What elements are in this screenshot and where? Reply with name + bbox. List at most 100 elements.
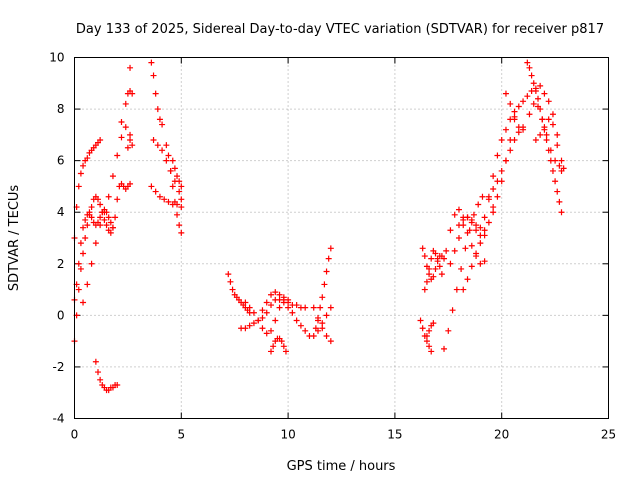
data-point	[178, 183, 185, 190]
data-point	[159, 147, 166, 154]
data-point	[543, 131, 550, 138]
data-point	[80, 250, 87, 257]
data-point	[494, 193, 501, 200]
data-point	[481, 227, 488, 234]
data-point	[532, 137, 539, 144]
data-point	[554, 142, 561, 149]
data-point	[530, 80, 537, 87]
series-arc-4e	[259, 289, 292, 314]
data-point	[468, 242, 475, 249]
series-arc-9b	[526, 100, 567, 172]
data-point	[507, 100, 514, 107]
data-point	[88, 260, 95, 267]
data-point	[524, 93, 531, 100]
data-point	[165, 198, 172, 205]
data-point	[556, 162, 563, 169]
data-point	[268, 348, 275, 355]
data-point	[528, 72, 535, 79]
data-point	[268, 302, 275, 309]
data-point	[246, 304, 253, 311]
data-point	[80, 299, 87, 306]
series-arc-9d	[541, 90, 565, 164]
data-point	[552, 178, 559, 185]
data-point	[481, 232, 488, 239]
data-point	[259, 325, 266, 332]
data-point	[118, 118, 125, 125]
data-point	[84, 281, 91, 288]
data-point	[310, 304, 317, 311]
data-point	[447, 260, 454, 267]
data-point	[526, 64, 533, 71]
x-tick-labels: 0 5 10 15 20 25	[71, 428, 616, 442]
data-point	[227, 278, 234, 285]
data-point	[105, 193, 112, 200]
data-point	[494, 152, 501, 159]
data-point	[263, 309, 270, 316]
series-arc-7b	[443, 206, 488, 267]
data-point	[327, 245, 334, 252]
data-point	[449, 307, 456, 314]
data-point	[479, 193, 486, 200]
data-point	[475, 201, 482, 208]
data-point	[419, 325, 426, 332]
data-point	[453, 286, 460, 293]
data-point	[558, 157, 565, 164]
data-point	[109, 224, 116, 231]
data-point	[154, 142, 161, 149]
data-point	[464, 276, 471, 283]
data-point	[319, 325, 326, 332]
series-arc-8c	[490, 116, 518, 211]
data-point	[150, 137, 157, 144]
data-point	[430, 320, 437, 327]
data-point	[541, 90, 548, 97]
data-point	[97, 376, 104, 383]
data-point	[82, 216, 89, 223]
data-point	[502, 126, 509, 133]
data-point	[547, 147, 554, 154]
data-point	[477, 224, 484, 231]
data-point	[443, 247, 450, 254]
data-point	[75, 183, 82, 190]
series-arc-1f	[124, 137, 136, 151]
data-point	[150, 72, 157, 79]
data-point	[549, 121, 556, 128]
data-point	[178, 196, 185, 203]
data-point	[323, 332, 330, 339]
x-tick-label: 5	[177, 428, 185, 442]
data-point	[532, 88, 539, 95]
data-point	[447, 227, 454, 234]
data-point	[169, 183, 176, 190]
data-point	[426, 327, 433, 334]
data-point	[490, 209, 497, 216]
x-tick-label: 10	[280, 428, 295, 442]
data-point	[165, 152, 172, 159]
data-point	[498, 167, 505, 174]
data-point	[171, 198, 178, 205]
data-point	[511, 108, 518, 115]
data-point	[97, 222, 104, 229]
data-point	[107, 219, 114, 226]
plot-frame	[74, 57, 609, 419]
data-point	[315, 327, 322, 334]
data-point	[419, 245, 426, 252]
data-point	[417, 317, 424, 324]
data-point	[535, 95, 542, 102]
data-point	[282, 348, 289, 355]
x-tick-label: 20	[494, 428, 509, 442]
data-point	[558, 167, 565, 174]
data-point	[537, 82, 544, 89]
data-point	[114, 196, 121, 203]
x-tick-label: 0	[71, 428, 79, 442]
data-point	[426, 265, 433, 272]
data-point	[549, 167, 556, 174]
data-point	[421, 253, 428, 260]
data-point	[552, 157, 559, 164]
data-point	[280, 294, 287, 301]
data-point	[229, 286, 236, 293]
data-point	[97, 137, 104, 144]
data-point	[438, 271, 445, 278]
data-point	[152, 188, 159, 195]
data-point	[485, 219, 492, 226]
y-tick-label: 6	[57, 154, 65, 168]
series-arc-5c	[315, 304, 334, 334]
